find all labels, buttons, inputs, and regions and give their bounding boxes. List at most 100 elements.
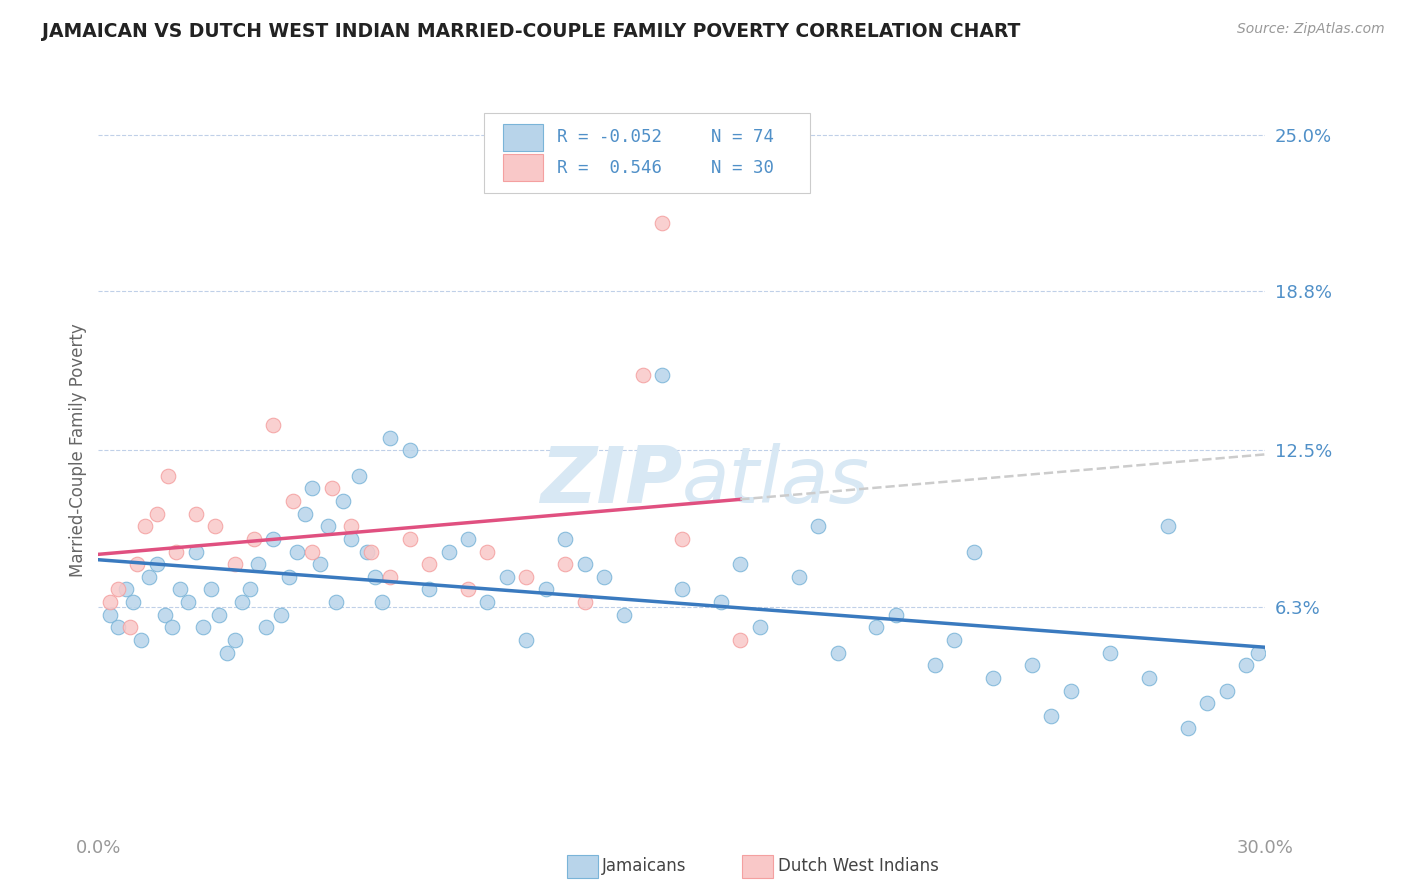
Point: [631, 368, 654, 382]
Point: [574, 557, 596, 572]
Point: [184, 544, 207, 558]
Point: [884, 607, 907, 622]
Point: [325, 595, 347, 609]
Point: [243, 532, 266, 546]
Point: [827, 646, 849, 660]
Point: [1137, 671, 1160, 685]
Point: [981, 671, 1004, 685]
Point: [363, 570, 385, 584]
Point: [1021, 658, 1043, 673]
Point: [651, 216, 673, 230]
Point: [122, 595, 145, 609]
Text: Source: ZipAtlas.com: Source: ZipAtlas.com: [1237, 22, 1385, 37]
Point: [962, 544, 984, 558]
Point: [114, 582, 136, 597]
Point: [924, 658, 946, 673]
Point: [294, 507, 316, 521]
Y-axis label: Married-Couple Family Poverty: Married-Couple Family Poverty: [69, 324, 87, 577]
Point: [208, 607, 231, 622]
Point: [496, 570, 519, 584]
Text: N = 74: N = 74: [711, 128, 775, 146]
Point: [146, 507, 169, 521]
Point: [380, 431, 402, 445]
Point: [371, 595, 394, 609]
Point: [1195, 696, 1218, 710]
Point: [224, 557, 246, 572]
Point: [787, 570, 810, 584]
Point: [98, 607, 121, 622]
Point: [262, 418, 284, 433]
Point: [340, 532, 363, 546]
Point: [332, 494, 354, 508]
Point: [347, 468, 370, 483]
Point: [281, 494, 304, 508]
Point: [118, 620, 141, 634]
Point: [671, 532, 693, 546]
FancyBboxPatch shape: [503, 124, 543, 151]
Point: [865, 620, 887, 634]
Point: [129, 633, 152, 648]
Point: [246, 557, 269, 572]
Point: [301, 482, 323, 496]
Point: [270, 607, 292, 622]
Point: [1098, 646, 1121, 660]
Point: [224, 633, 246, 648]
Point: [1246, 646, 1268, 660]
Point: [380, 570, 402, 584]
Point: [574, 595, 596, 609]
Point: [231, 595, 253, 609]
Point: [127, 557, 149, 572]
Point: [169, 582, 191, 597]
Point: [515, 570, 537, 584]
Point: [153, 607, 176, 622]
Point: [477, 595, 499, 609]
Point: [730, 557, 752, 572]
Point: [457, 532, 479, 546]
Point: [193, 620, 215, 634]
Point: [309, 557, 332, 572]
FancyBboxPatch shape: [484, 113, 810, 193]
Point: [200, 582, 222, 597]
Point: [204, 519, 226, 533]
Text: JAMAICAN VS DUTCH WEST INDIAN MARRIED-COUPLE FAMILY POVERTY CORRELATION CHART: JAMAICAN VS DUTCH WEST INDIAN MARRIED-CO…: [42, 22, 1021, 41]
Point: [215, 646, 238, 660]
Text: ZIP: ZIP: [540, 442, 682, 519]
Point: [1157, 519, 1180, 533]
Point: [943, 633, 966, 648]
Point: [262, 532, 284, 546]
Point: [437, 544, 460, 558]
Point: [165, 544, 187, 558]
Point: [340, 519, 363, 533]
Point: [316, 519, 339, 533]
Point: [651, 368, 673, 382]
FancyBboxPatch shape: [503, 154, 543, 181]
Point: [239, 582, 262, 597]
Point: [107, 620, 129, 634]
Point: [177, 595, 200, 609]
Point: [398, 443, 420, 458]
Point: [107, 582, 129, 597]
Point: [398, 532, 420, 546]
Point: [418, 557, 440, 572]
Point: [593, 570, 616, 584]
Point: [1060, 683, 1083, 698]
Point: [98, 595, 121, 609]
Point: [515, 633, 537, 648]
Point: [134, 519, 156, 533]
Point: [138, 570, 160, 584]
Text: N = 30: N = 30: [711, 159, 775, 177]
Point: [278, 570, 301, 584]
Text: R = -0.052: R = -0.052: [557, 128, 662, 146]
Point: [157, 468, 180, 483]
Point: [710, 595, 733, 609]
Point: [554, 532, 576, 546]
Point: [1040, 708, 1063, 723]
Point: [1234, 658, 1257, 673]
Point: [285, 544, 308, 558]
Point: [457, 582, 479, 597]
Point: [162, 620, 184, 634]
Point: [301, 544, 323, 558]
Point: [807, 519, 830, 533]
Point: [321, 482, 343, 496]
Point: [612, 607, 634, 622]
